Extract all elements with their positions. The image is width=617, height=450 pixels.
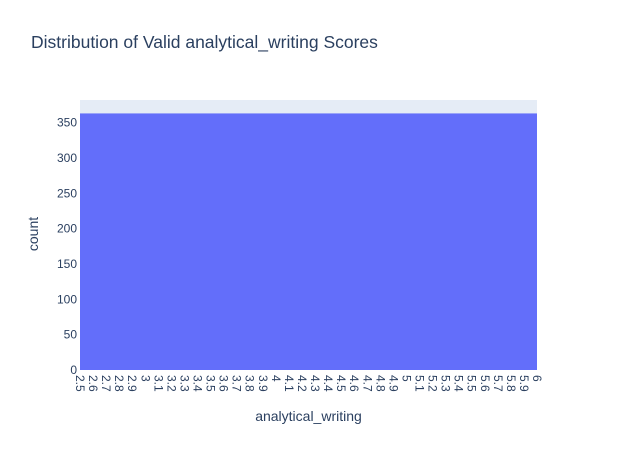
x-tick-label-14: 3.9 xyxy=(256,375,270,392)
y-axis-ticks: 0 50 100 150 200 250 300 350 xyxy=(57,116,77,377)
x-tick-label-2: 2.7 xyxy=(99,375,113,392)
y-tick-label-2: 100 xyxy=(57,292,77,306)
x-tick-label-23: 4.8 xyxy=(373,375,387,392)
x-tick-label-17: 4.2 xyxy=(295,375,309,392)
x-tick-label-15: 4 xyxy=(269,375,283,382)
x-tick-label-35: 6 xyxy=(530,375,544,382)
x-tick-label-25: 5 xyxy=(399,375,413,382)
x-tick-label-16: 4.1 xyxy=(282,375,296,392)
x-axis-label: analytical_writing xyxy=(255,408,362,424)
y-tick-label-3: 150 xyxy=(57,257,77,271)
x-tick-label-12: 3.7 xyxy=(230,375,244,392)
x-tick-label-6: 3.1 xyxy=(151,375,165,392)
x-tick-label-18: 4.3 xyxy=(308,375,322,392)
x-tick-label-26: 5.1 xyxy=(412,375,426,392)
x-tick-label-5: 3 xyxy=(138,375,152,382)
y-tick-label-4: 200 xyxy=(57,222,77,236)
x-tick-label-22: 4.7 xyxy=(360,375,374,392)
x-tick-label-4: 2.9 xyxy=(125,375,139,392)
chart-title: Distribution of Valid analytical_writing… xyxy=(31,32,378,52)
x-tick-label-29: 5.4 xyxy=(452,375,466,392)
y-tick-label-6: 300 xyxy=(57,151,77,165)
x-tick-label-10: 3.5 xyxy=(204,375,218,392)
x-tick-label-32: 5.7 xyxy=(491,375,505,392)
x-tick-label-11: 3.6 xyxy=(217,375,231,392)
x-tick-label-1: 2.6 xyxy=(86,375,100,392)
histogram-bar-0 xyxy=(80,113,537,370)
y-tick-label-0: 0 xyxy=(70,363,77,377)
x-tick-label-31: 5.6 xyxy=(478,375,492,392)
x-tick-label-34: 5.9 xyxy=(517,375,531,392)
x-tick-label-28: 5.3 xyxy=(439,375,453,392)
x-tick-label-0: 2.5 xyxy=(73,375,87,392)
y-axis-label: count xyxy=(25,217,41,251)
x-axis-ticks: 2.5 2.6 2.7 2.8 2.9 3 3.1 3.2 3.3 3.4 3.5 3.6 3.7 3.8… xyxy=(73,375,544,392)
y-tick-label-5: 250 xyxy=(57,186,77,200)
x-tick-label-19: 4.4 xyxy=(321,375,335,392)
bars xyxy=(80,113,537,370)
x-tick-label-3: 2.8 xyxy=(112,375,126,392)
x-tick-label-24: 4.9 xyxy=(386,375,400,392)
x-tick-label-27: 5.2 xyxy=(426,375,440,392)
x-tick-label-20: 4.5 xyxy=(334,375,348,392)
y-tick-label-7: 350 xyxy=(57,116,77,130)
y-tick-label-1: 50 xyxy=(64,328,78,342)
x-tick-label-7: 3.2 xyxy=(164,375,178,392)
x-tick-label-33: 5.8 xyxy=(504,375,518,392)
x-tick-label-13: 3.8 xyxy=(243,375,257,392)
x-tick-label-9: 3.4 xyxy=(191,375,205,392)
x-tick-label-8: 3.3 xyxy=(177,375,191,392)
x-tick-label-21: 4.6 xyxy=(347,375,361,392)
x-tick-label-30: 5.5 xyxy=(465,375,479,392)
